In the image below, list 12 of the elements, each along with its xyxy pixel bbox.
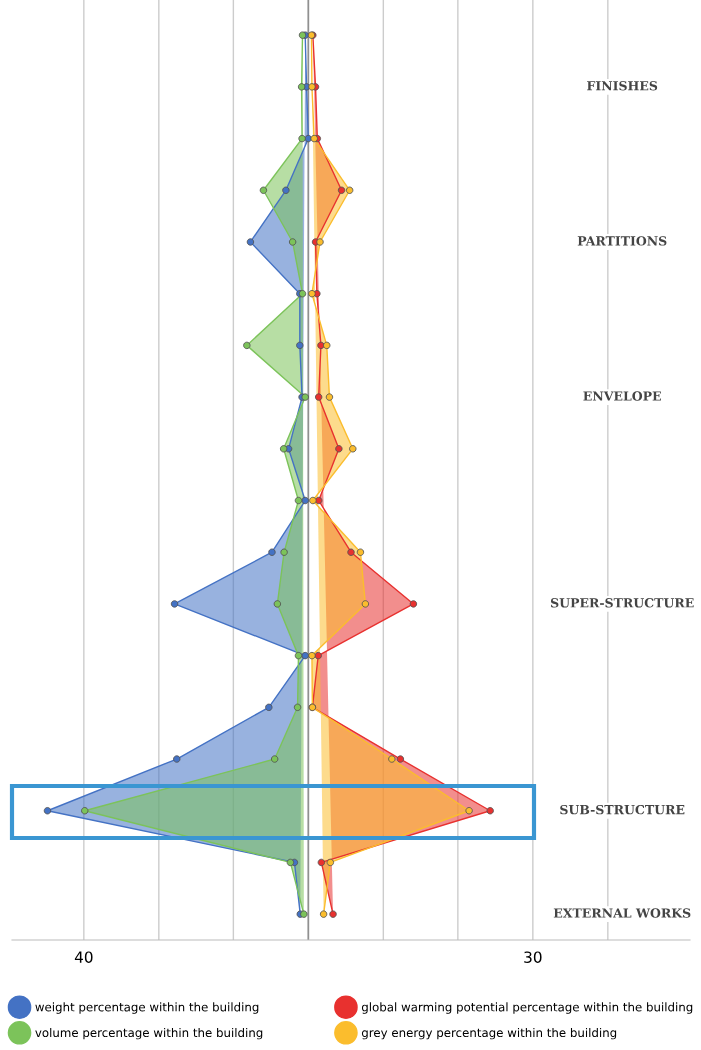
legend-label: volume percentage within the building <box>35 1027 263 1040</box>
x-tick-label: 40 <box>74 951 93 963</box>
legend-label: global warming potential percentage within the building <box>361 1002 693 1014</box>
legend-label: grey energy percentage within the building <box>361 1027 617 1040</box>
y-tick-label: EXTERNAL WORKS <box>553 908 691 918</box>
legend-label: weight percentage within the building <box>35 1002 259 1014</box>
y-tick-label: SUPER-STRUCTURE <box>550 598 694 608</box>
y-tick-label: ENVELOPE <box>583 391 661 401</box>
y-tick-label: PARTITIONS <box>577 236 667 246</box>
y-tick-label: FINISHES <box>587 81 658 91</box>
y-tick-label: SUB-STRUCTURE <box>560 804 685 815</box>
x-tick-label: 30 <box>524 951 542 963</box>
